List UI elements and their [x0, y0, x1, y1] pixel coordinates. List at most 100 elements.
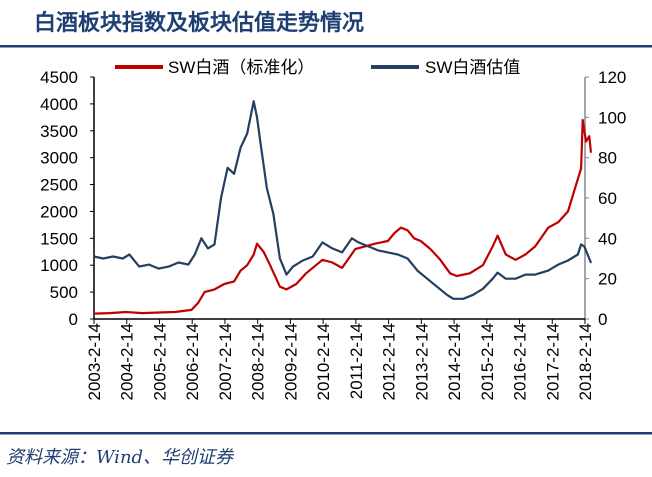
data-point — [406, 229, 409, 232]
data-point — [158, 267, 160, 270]
y-tick-label: 0 — [69, 310, 78, 329]
data-point — [138, 265, 140, 268]
data-point — [581, 119, 584, 121]
data-point — [311, 255, 314, 258]
y-tick-label: 3500 — [40, 122, 78, 141]
x-tick-label: 2006-2-14 — [183, 323, 202, 401]
data-point — [452, 298, 455, 300]
data-point — [252, 100, 255, 102]
data-point — [239, 269, 242, 272]
y-tick-label: 2500 — [40, 176, 78, 195]
data-point — [524, 273, 527, 276]
data-point — [108, 312, 111, 314]
data-point — [413, 237, 415, 240]
source-note: 资料来源：Wind、华创证券 — [6, 447, 235, 468]
data-point — [302, 259, 304, 262]
x-tick-label: 2016-2-14 — [511, 323, 530, 401]
series-line-valuation — [93, 100, 592, 300]
data-point — [400, 226, 402, 229]
data-point — [367, 245, 370, 248]
data-point — [187, 263, 190, 266]
data-point — [93, 312, 95, 315]
legend-label-valuation: SW白酒估值 — [425, 58, 520, 77]
y-tick-label: 1500 — [40, 229, 78, 248]
data-point — [514, 259, 517, 261]
data-point — [93, 255, 95, 258]
data-point — [203, 291, 206, 293]
data-point — [233, 173, 235, 175]
data-point — [269, 264, 271, 267]
data-point — [167, 265, 170, 268]
data-point — [207, 247, 209, 250]
data-point — [331, 247, 334, 250]
data-point — [462, 298, 465, 300]
data-point — [534, 273, 537, 276]
data-point — [233, 280, 235, 283]
data-point — [482, 287, 484, 290]
data-point — [504, 277, 507, 280]
data-point — [491, 277, 494, 280]
data-point — [305, 272, 307, 275]
data-point — [272, 213, 275, 215]
data-point — [590, 261, 592, 264]
data-point — [482, 264, 484, 267]
data-point — [586, 253, 589, 256]
data-point — [567, 259, 569, 262]
data-point — [213, 243, 216, 246]
data-point — [396, 253, 399, 256]
data-point — [567, 210, 569, 213]
y2-tick-label: 40 — [598, 229, 617, 248]
data-point — [177, 261, 180, 264]
data-point — [262, 250, 265, 253]
data-point — [387, 251, 389, 254]
data-point — [426, 277, 429, 280]
data-point — [406, 257, 409, 260]
y2-tick-label: 20 — [598, 270, 617, 289]
data-point — [194, 253, 196, 256]
data-point — [174, 311, 176, 313]
legend: SW白酒（标准化） SW白酒估值 — [115, 58, 520, 77]
data-point — [321, 259, 324, 261]
data-point — [557, 263, 559, 266]
data-point — [419, 240, 422, 242]
x-tick-label: 2015-2-14 — [478, 323, 497, 401]
data-point — [377, 249, 379, 252]
data-point — [416, 269, 419, 272]
data-point — [190, 309, 193, 311]
data-point — [547, 226, 550, 229]
data-point — [374, 242, 376, 245]
data-point — [321, 241, 324, 244]
y2-tick-label: 80 — [598, 149, 617, 168]
data-point — [524, 253, 527, 256]
data-point — [223, 283, 226, 285]
data-point — [295, 283, 298, 285]
x-tick-label: 2017-2-14 — [543, 323, 562, 401]
data-point — [446, 294, 448, 296]
data-point — [393, 232, 396, 234]
footer-rule — [0, 432, 652, 435]
data-point — [455, 275, 458, 277]
data-point — [496, 271, 499, 274]
data-point — [504, 253, 507, 256]
data-point — [534, 245, 537, 248]
data-point — [200, 237, 203, 240]
data-point — [158, 311, 160, 314]
data-point — [354, 248, 357, 250]
data-point — [341, 251, 343, 254]
data-point — [496, 234, 499, 237]
data-point — [246, 132, 248, 135]
data-point — [590, 151, 592, 154]
data-point — [514, 277, 517, 280]
data-point — [472, 294, 474, 296]
data-point — [468, 272, 471, 275]
data-point — [436, 285, 438, 288]
data-point — [285, 273, 288, 276]
data-point — [122, 257, 124, 260]
data-point — [576, 253, 579, 256]
x-tick-label: 2013-2-14 — [412, 323, 431, 401]
y2-tick-label: 0 — [598, 310, 607, 329]
y-tick-label: 500 — [50, 283, 78, 302]
series-line-index — [93, 118, 592, 315]
